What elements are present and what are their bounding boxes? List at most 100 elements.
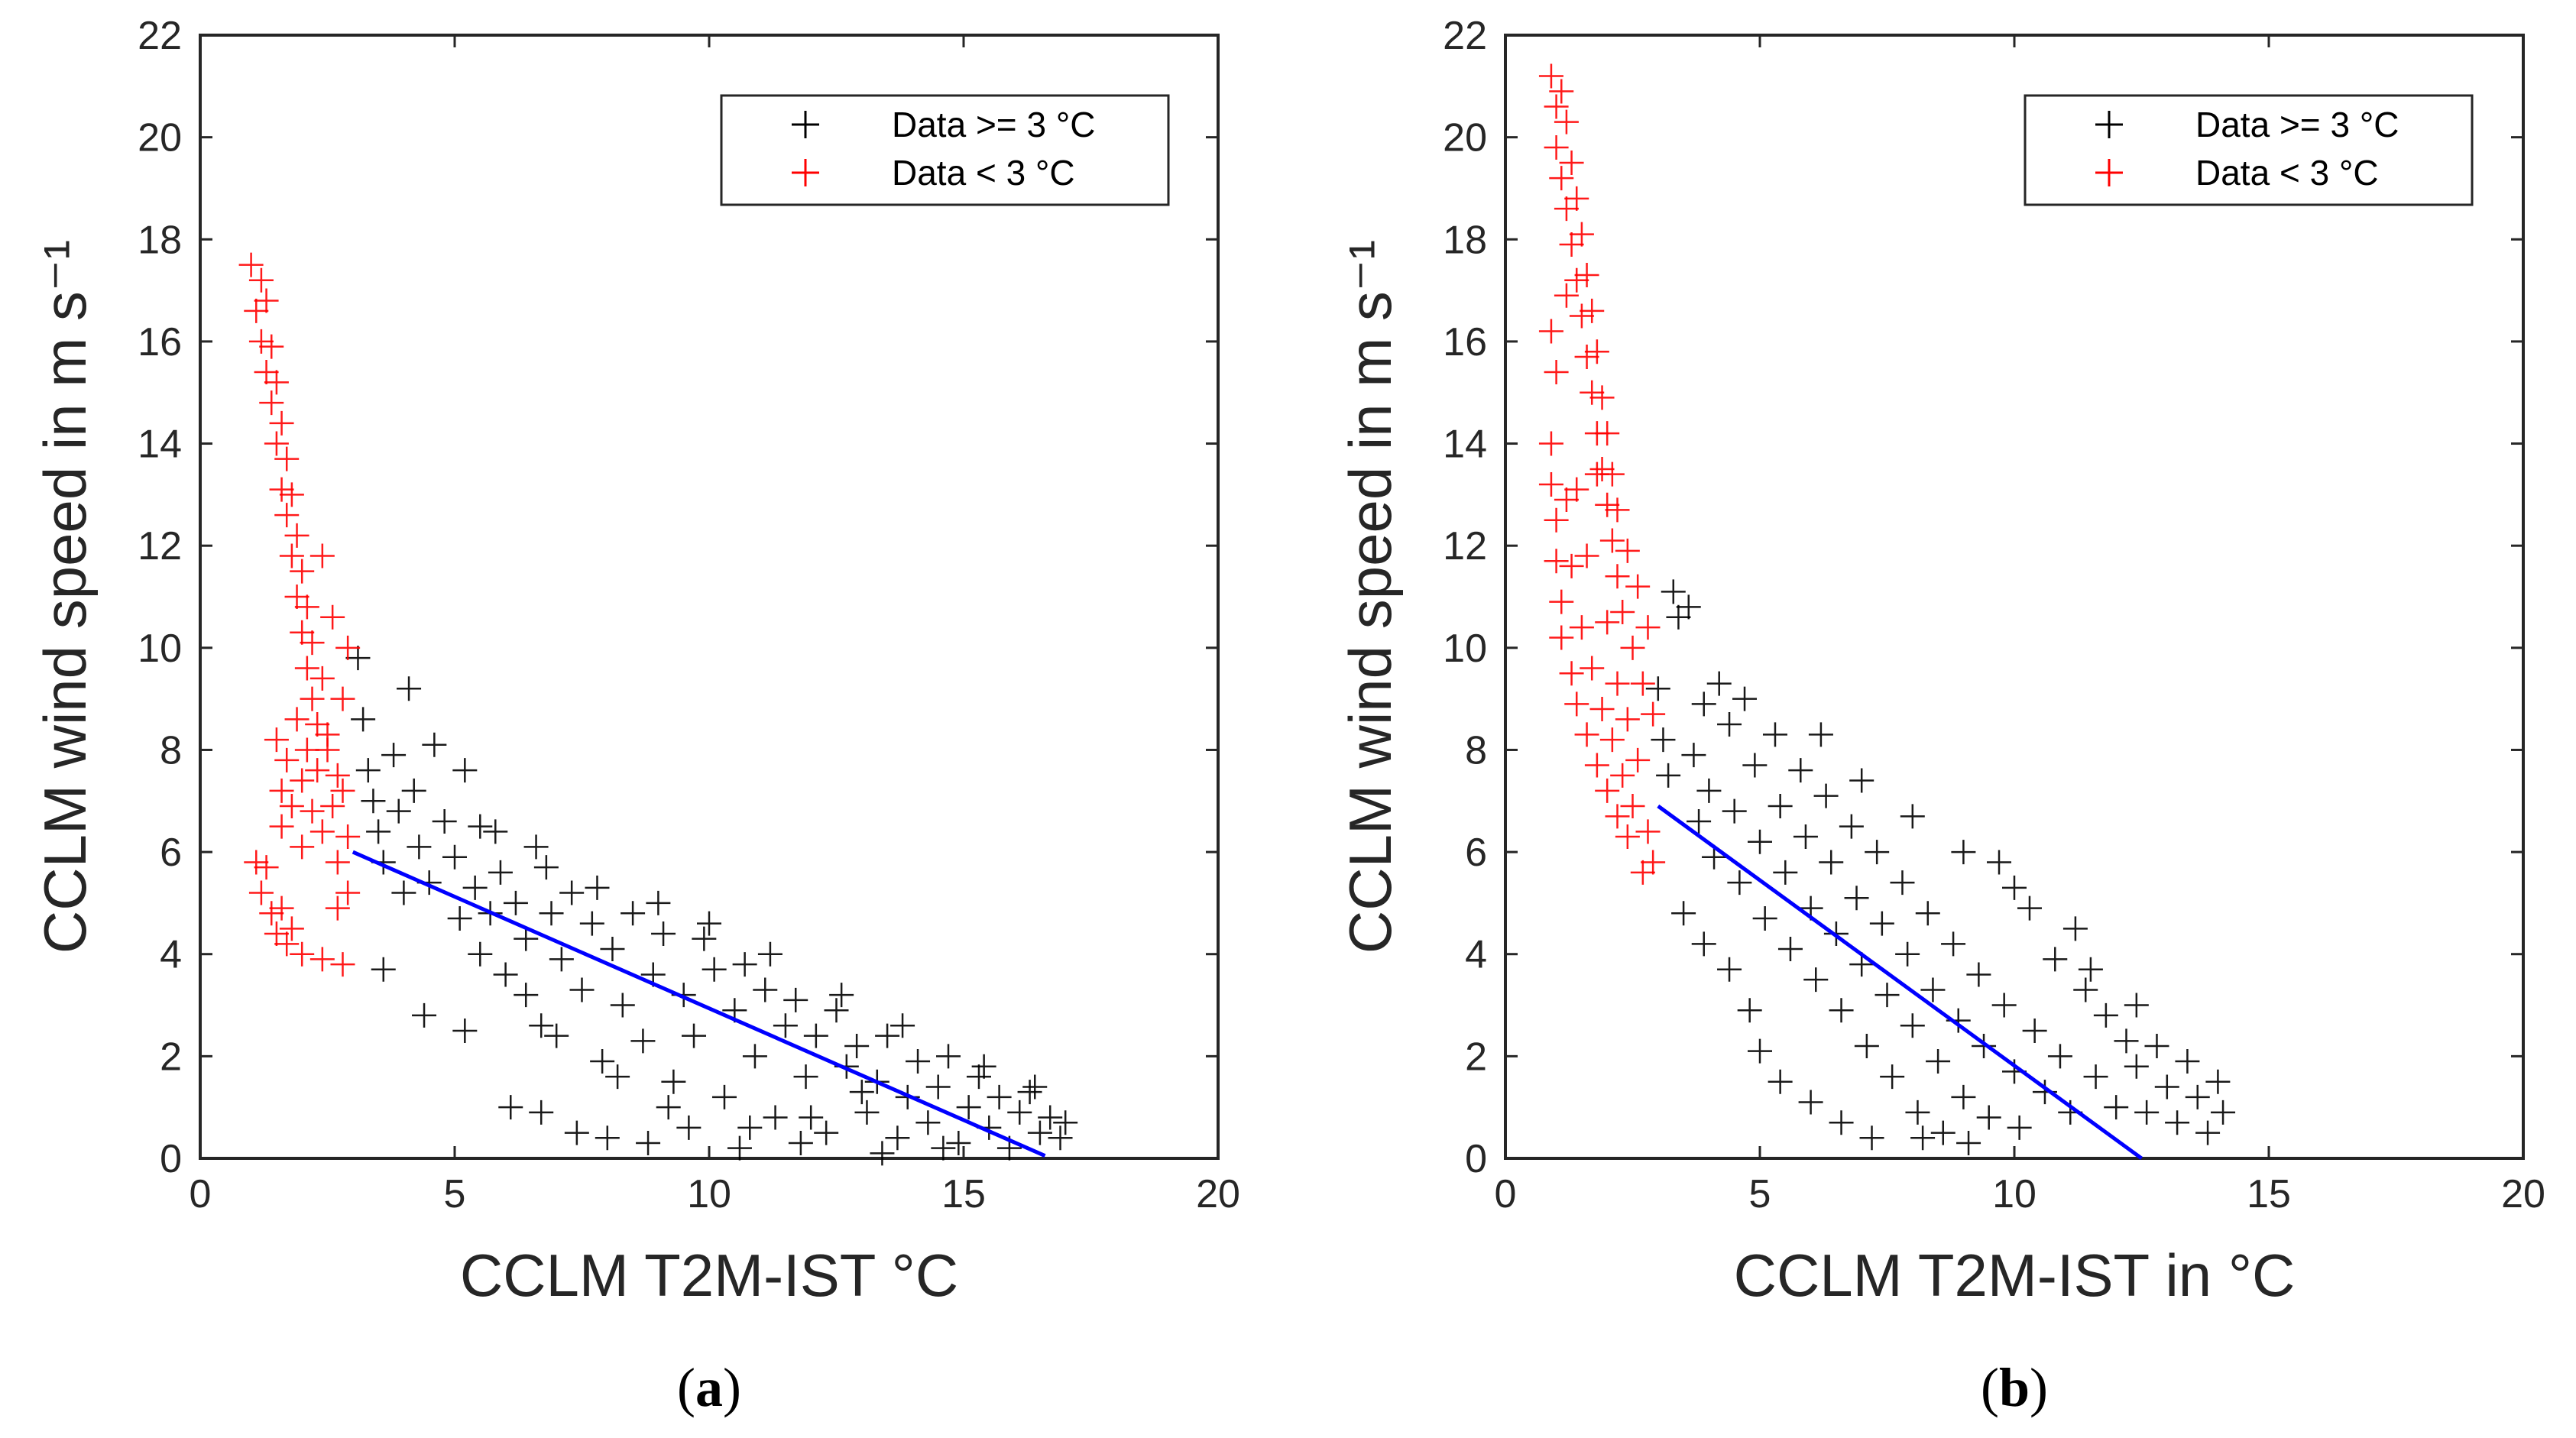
panel-b-point [1727,870,1752,896]
panel-a-point [290,559,315,584]
panel-a-y-tick-label: 18 [138,218,182,262]
panel-a-point [590,1049,615,1074]
panel-a-point [523,834,549,860]
panel-a-point [269,410,294,436]
panel-b-point [1905,1100,1930,1125]
panel-a-point [727,1135,752,1161]
panel-a-point [987,1084,1012,1109]
panel-a-point [676,1115,702,1140]
panel-b-point [2124,993,2149,1018]
panel-a-y-tick-label: 10 [138,627,182,671]
panel-a-point [412,1002,437,1028]
panel-b-point [2165,1110,2190,1135]
panel-b-y-tick-label: 4 [1465,933,1487,977]
panel-a-point [269,814,294,839]
panel-b-y-tick-label: 18 [1443,218,1487,262]
panel-a-point [284,585,309,609]
panel-a-point [529,1013,554,1038]
panel-b-point [1605,497,1630,523]
panel-a-point [330,686,355,711]
panel-a-point [345,646,371,671]
panel-b-point [1798,1090,1823,1115]
panel-a-point [742,1044,767,1069]
panel-b-x-tick-label: 10 [1992,1172,2036,1216]
panel-b-point [1915,901,1940,926]
panel-b-point [1580,380,1605,405]
panel-b-legend: Data >= 3 °C Data < 3 °C [2024,94,2474,206]
panel-a-y-tick-label: 6 [160,831,182,875]
panel-a-point [335,635,361,660]
panel-b-point [1630,860,1655,885]
panel-a-point [737,1115,763,1140]
panel-b-legend-label-cold: Data < 3 °C [2195,153,2379,193]
panel-a-point [1017,1080,1042,1105]
panel-b-point [1895,941,1920,967]
panel-a-point [452,758,478,783]
panel-a-caption-letter: a [695,1357,723,1418]
panel-b-plot-area [1504,34,2525,1160]
panel-a-y-tick-label: 12 [138,524,182,568]
panel-a-point [488,860,513,885]
panel-b-point [1595,492,1620,517]
panel-a-point [788,1130,813,1155]
panel-a-point [290,620,315,645]
panel-b-x-tick-label: 15 [2247,1172,2291,1216]
panel-a-point [381,743,407,768]
panel-b-point [1839,814,1864,839]
panel-b-point [1615,538,1640,563]
panel-a-point [503,890,528,915]
panel-a-point [870,1141,895,1166]
panel-a-point [773,1013,798,1038]
panel-b-caption-letter: b [1999,1357,2030,1418]
panel-a-point [279,543,304,568]
panel-b-point [1599,528,1625,553]
panel-a-point [651,921,676,946]
panel-b-x-tick-label: 20 [2501,1172,2545,1216]
panel-a-legend: Data >= 3 °C Data < 3 °C [720,94,1170,206]
panel-b-point [2205,1069,2231,1094]
panel-b-point [1630,671,1655,696]
panel-a-legend-marker-cold [792,159,819,186]
panel-a-point [636,1130,661,1155]
panel-b-point [1666,604,1691,630]
panel-b-point [1926,1049,1951,1074]
panel-a-point [259,901,284,926]
panel-b-point [1589,385,1615,410]
panel-b-point [1829,1110,1854,1135]
panel-a-point [309,947,335,972]
panel-a-point [1007,1100,1032,1125]
panel-a-point [320,604,345,630]
panel-a-point [732,952,757,977]
panel-a-point [692,926,717,951]
panel-a-point [829,983,854,1008]
panel-b-point [1605,564,1630,589]
panel-b-series-warm [1645,579,2236,1155]
panel-b-point [1554,283,1579,308]
panel-b-point [1768,1069,1793,1094]
panel-b-point [1829,998,1854,1023]
panel-a-point [366,819,391,844]
panel-a-point [702,957,727,982]
panel-a-point [290,834,315,860]
panel-b-point [1595,610,1620,635]
panel-b-y-tick-label: 16 [1443,320,1487,364]
panel-b-point [1777,937,1803,962]
panel-b-point [1599,727,1625,753]
panel-a-point [442,844,467,870]
panel-a-point [931,1135,956,1161]
panel-b-point [1819,850,1844,875]
panel-a-point [248,329,274,354]
panel-a-point [351,707,376,732]
panel-a-point [290,768,315,793]
panel-a-point [325,763,350,788]
panel-b-point [1574,543,1599,568]
panel-a-point [854,1100,880,1125]
panel-b-point [1595,421,1620,446]
panel-b-point [1564,267,1589,293]
panel-a-point [468,941,493,967]
panel-b-chart: 0 5 10 15 20 0 2 4 6 8 10 12 14 16 18 20 22 CCLM T2M-IST… [1337,14,2545,1309]
panel-b-point [1584,339,1609,364]
panel-b-point [2083,1064,2108,1090]
panel-b-point [1717,712,1742,737]
panel-a-x-tick-label: 5 [444,1172,466,1216]
